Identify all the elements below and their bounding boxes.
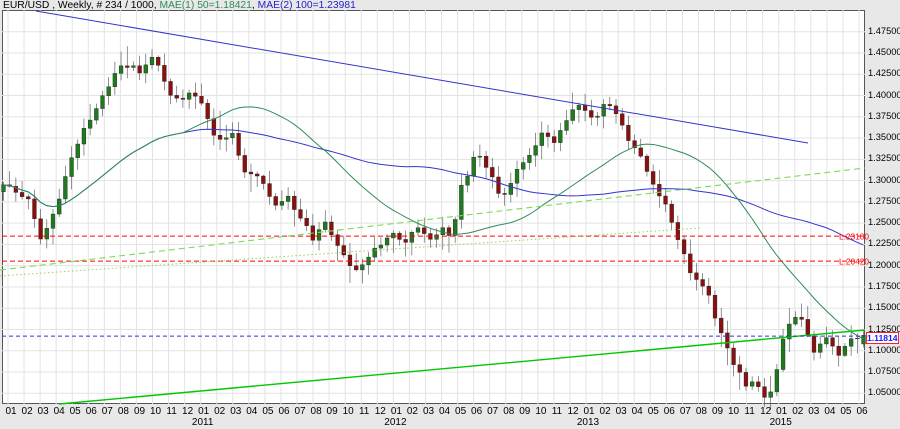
svg-text:L.20420: L.20420	[839, 256, 869, 266]
svg-text:L.23100: L.23100	[839, 231, 869, 241]
